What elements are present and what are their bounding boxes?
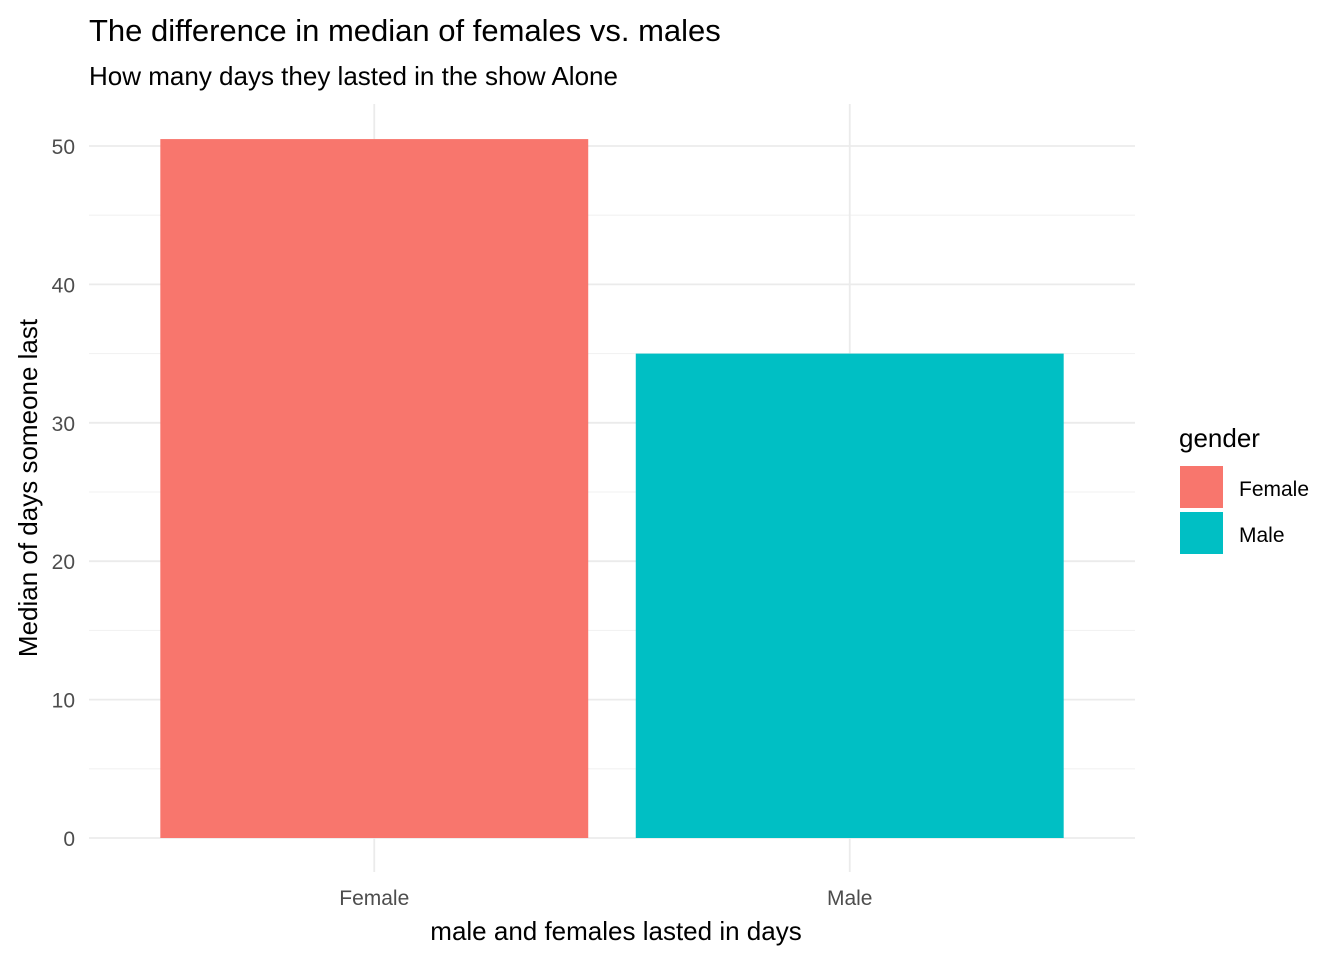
y-axis-ticks: 0 10 20 30 40 50 (52, 136, 75, 851)
legend-label-male: Male (1239, 524, 1285, 547)
bar-female (160, 139, 589, 838)
x-axis-title: male and females lasted in days (430, 916, 801, 946)
legend-label-female: Female (1239, 478, 1309, 501)
legend-key-male (1180, 512, 1223, 554)
y-tick-label: 10 (52, 690, 75, 713)
x-tick-label: Male (827, 887, 873, 910)
legend-title: gender (1179, 423, 1260, 453)
bar-male (635, 353, 1064, 838)
y-tick-label: 0 (63, 828, 75, 851)
legend-key-female (1180, 466, 1223, 508)
legend: gender Female Male (1179, 423, 1309, 554)
x-axis-ticks: Female Male (339, 887, 872, 910)
y-tick-label: 20 (52, 551, 75, 574)
y-axis-title: Median of days someone last (13, 318, 43, 657)
x-tick-label: Female (339, 887, 409, 910)
bars (160, 139, 1064, 838)
y-tick-label: 50 (52, 136, 75, 159)
y-tick-label: 40 (52, 274, 75, 297)
chart-title: The difference in median of females vs. … (89, 13, 721, 48)
chart-subtitle: How many days they lasted in the show Al… (89, 61, 618, 91)
y-tick-label: 30 (52, 413, 75, 436)
